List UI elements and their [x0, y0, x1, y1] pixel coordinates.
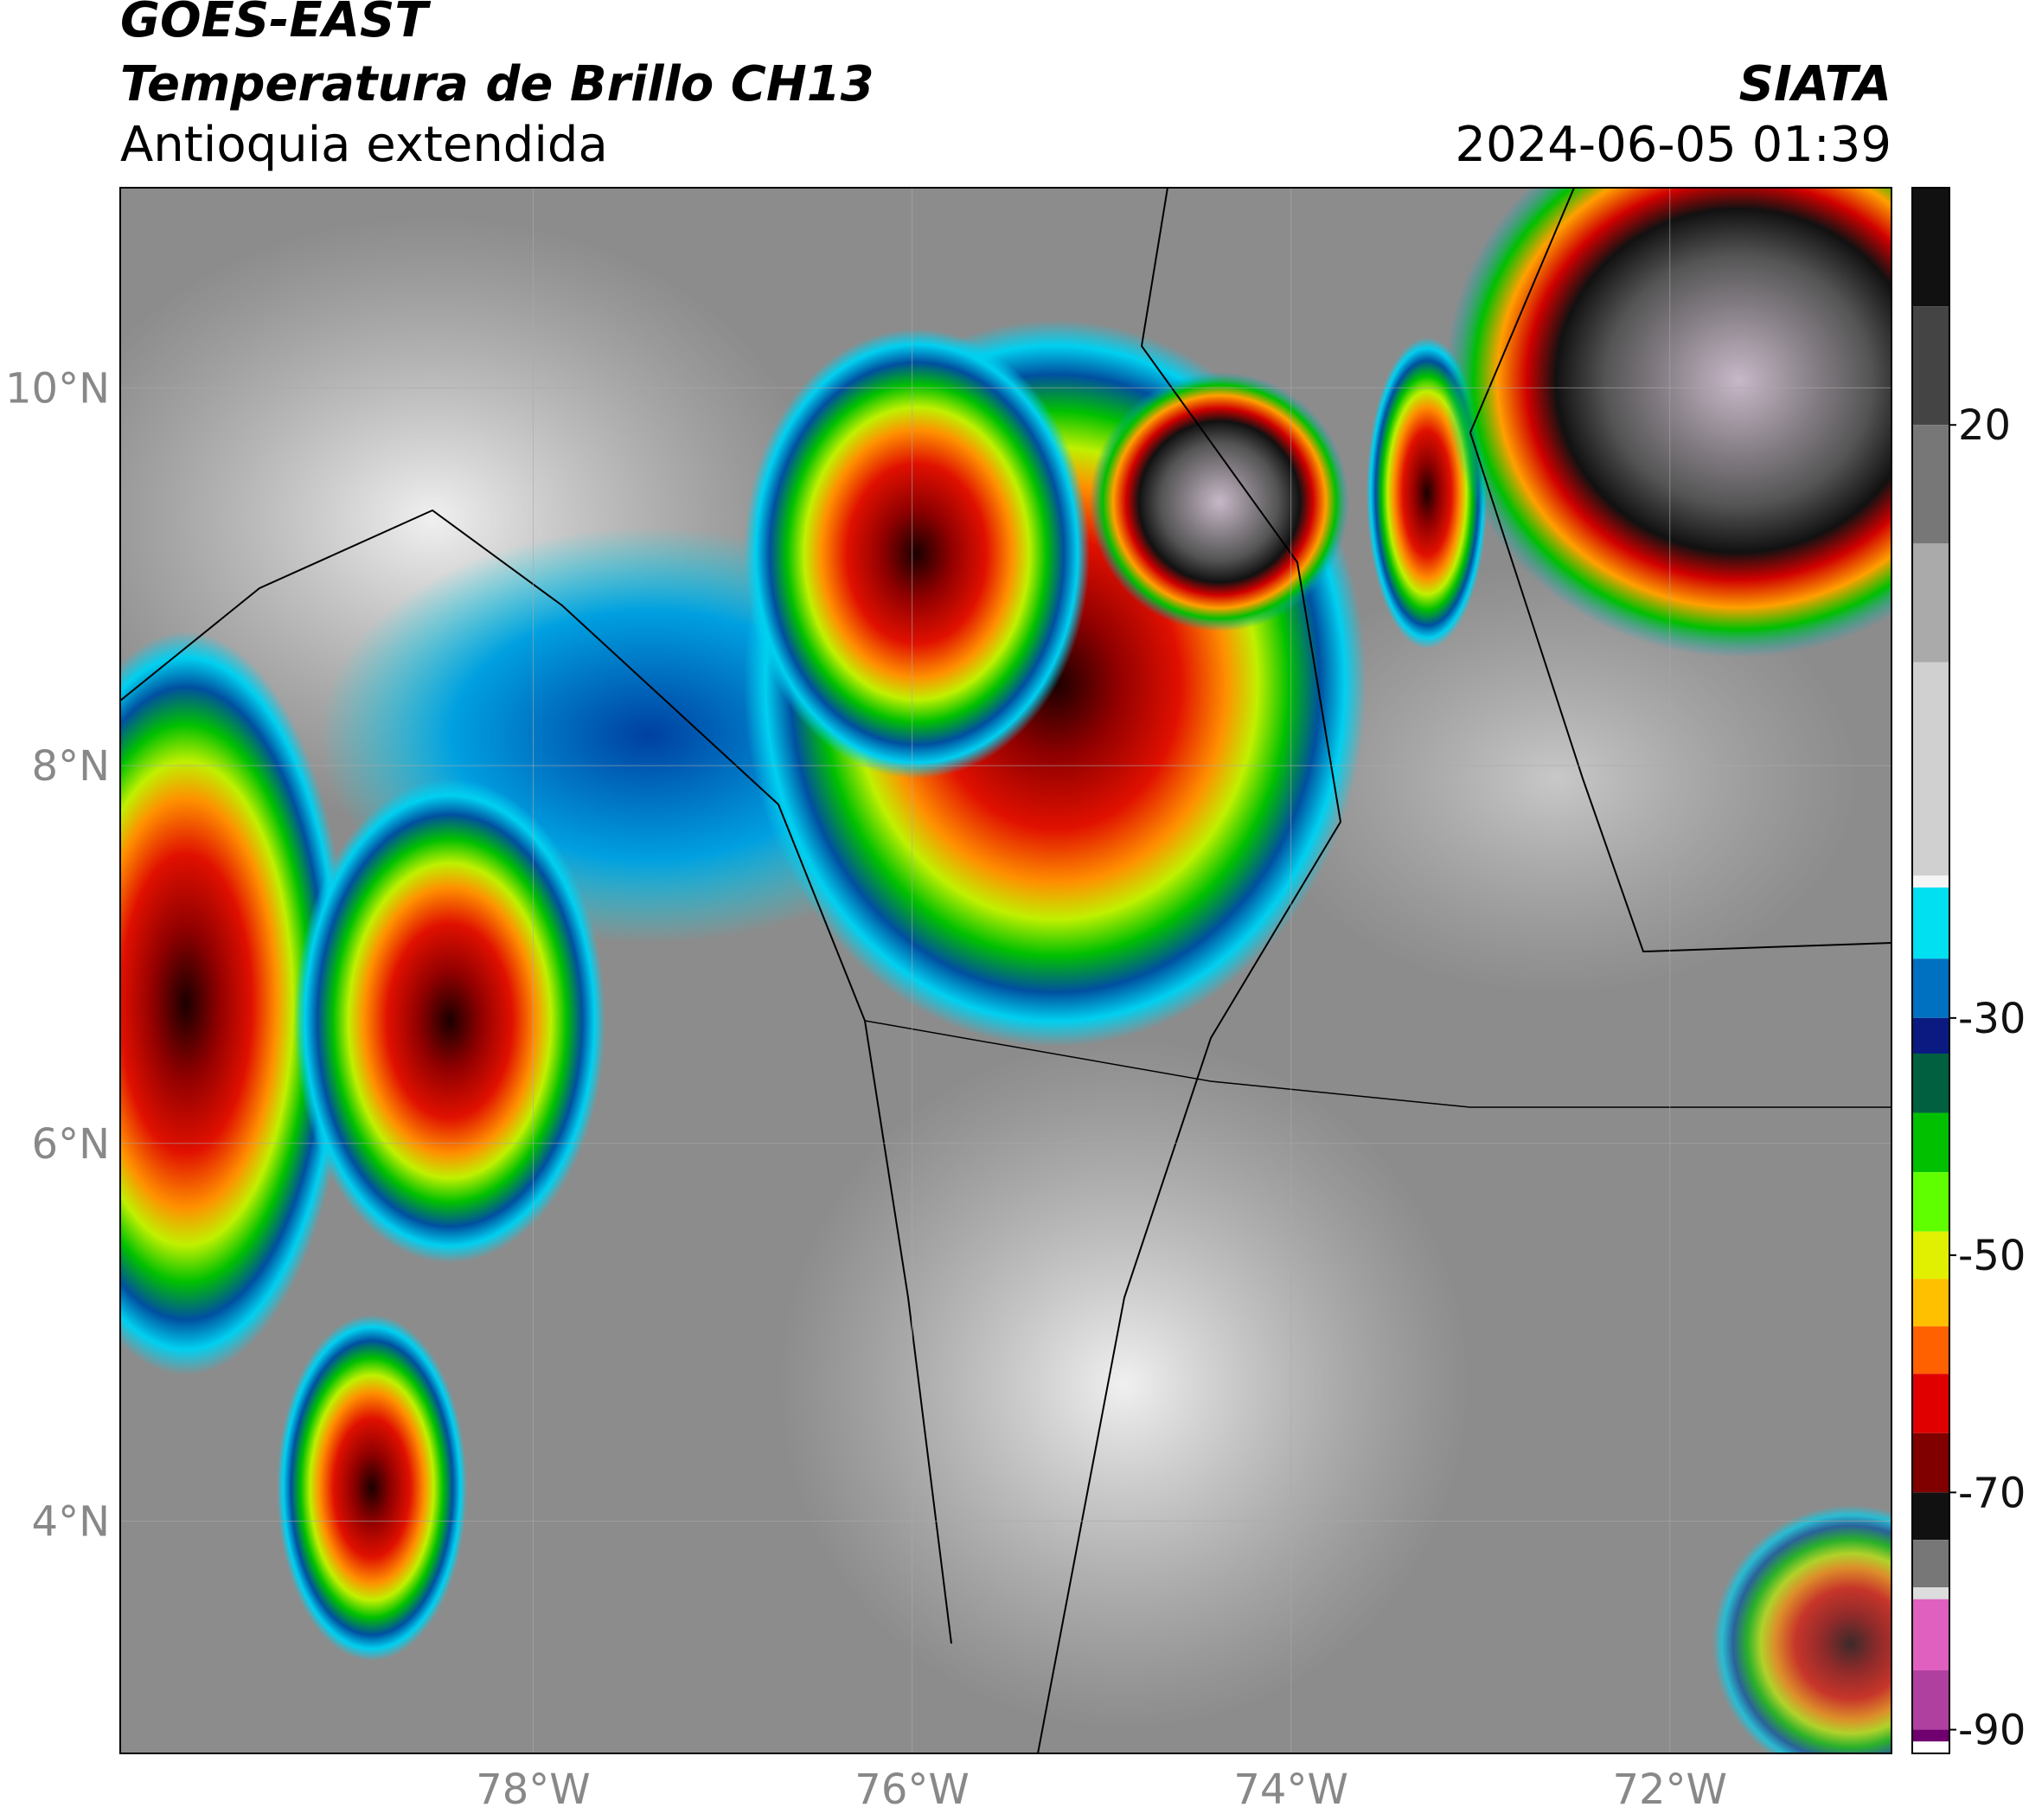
axes: 78°W 76°W 74°W 72°W 10°N 8°N 6°N 4°N 20 -30 -50 -70… — [5, 187, 2026, 1814]
x-tick-label: 72°W — [1612, 1766, 1727, 1814]
colorbar-segment — [1912, 1540, 1949, 1588]
colorbar-segment — [1912, 1374, 1949, 1433]
storm — [294, 779, 605, 1263]
x-tick-label: 74°W — [1233, 1766, 1348, 1814]
colorbar-segment — [1912, 958, 1949, 1018]
storm — [277, 1315, 467, 1661]
x-tick-label: 76°W — [854, 1766, 970, 1814]
colorbar-segment — [1912, 662, 1949, 876]
colorbar-tick-label: -30 — [1958, 995, 2026, 1043]
imagery — [120, 188, 1891, 1753]
y-tick-label: 4°N — [32, 1497, 110, 1546]
colorbar-segment — [1912, 1492, 1949, 1541]
colorbar-segment — [1912, 1741, 1949, 1753]
colorbar-segment — [1912, 1670, 1949, 1730]
colorbar-tick-label: -70 — [1958, 1469, 2026, 1517]
colorbar-segment — [1912, 543, 1949, 663]
colorbar-segment — [1912, 1587, 1949, 1599]
y-tick-label: 8°N — [32, 742, 110, 791]
overshoot — [1090, 372, 1349, 631]
source: SIATA — [1739, 56, 1891, 112]
colorbar-tick-label: -50 — [1958, 1232, 2026, 1280]
overshoot — [1444, 188, 1891, 657]
storm — [744, 329, 1090, 779]
colorbar-segment — [1912, 188, 1949, 307]
colorbar-segment — [1912, 1599, 1949, 1671]
colorbar-segment — [1912, 1432, 1949, 1493]
colorbar-segment — [1912, 306, 1949, 426]
colorbar-tick-label: -90 — [1958, 1707, 2026, 1755]
frame — [119, 187, 1892, 1754]
border — [120, 509, 952, 1644]
datetime: 2024-06-05 01:39 — [1455, 117, 1891, 173]
border — [1469, 188, 1891, 953]
colorbar-segment — [1912, 1112, 1949, 1173]
border — [864, 1020, 1891, 1108]
cloud — [1254, 562, 1859, 995]
region: Antioquia extendida — [120, 117, 608, 173]
y-tick-label: 10°N — [5, 364, 110, 413]
colorbar-segment — [1912, 1017, 1949, 1054]
title: GOES-EAST — [120, 0, 431, 48]
colorbar-segment — [1912, 1278, 1949, 1327]
storm — [1712, 1505, 1891, 1753]
colorbar-frame — [1911, 187, 1950, 1754]
cloud — [778, 1038, 1470, 1730]
y-tick-label: 6°N — [32, 1120, 110, 1169]
storm — [120, 631, 350, 1375]
colorbar-segment — [1912, 1231, 1949, 1279]
colorbar-segment — [1912, 875, 1949, 888]
colorbar-tick-label: 20 — [1958, 401, 2011, 450]
border — [1037, 188, 1342, 1753]
colorbar-segment — [1912, 425, 1949, 544]
colorbar-segment — [1912, 1172, 1949, 1232]
colorbar-segment — [1912, 1729, 1949, 1742]
colorbar-segment — [1912, 1326, 1949, 1375]
subtitle: Temperatura de Brillo CH13 — [120, 56, 874, 112]
x-tick-label: 78°W — [476, 1766, 591, 1814]
colorbar-segment — [1912, 1053, 1949, 1113]
colorbar-segment — [1912, 888, 1949, 959]
